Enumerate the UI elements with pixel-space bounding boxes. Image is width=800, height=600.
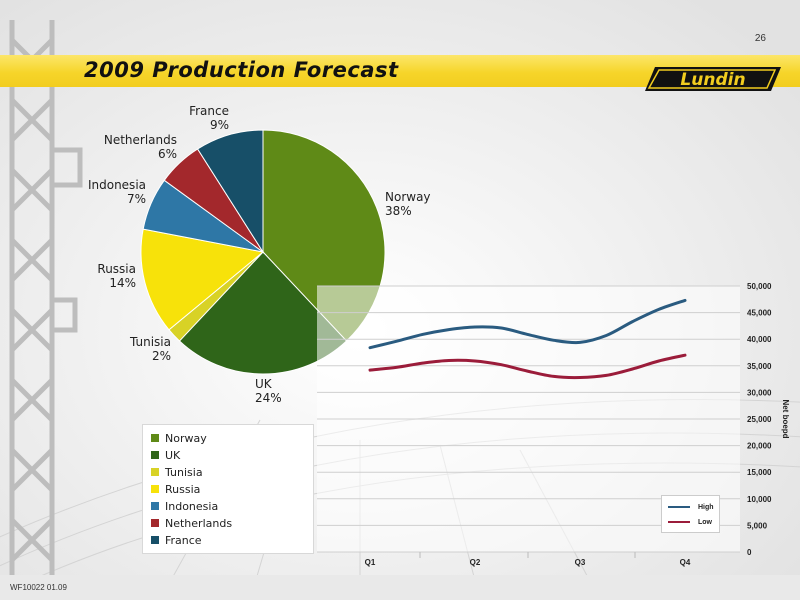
line-legend: High Low (661, 495, 720, 533)
pie-label-name: Netherlands (103, 133, 177, 147)
y-tick-label: 10,000 (747, 495, 772, 504)
pie-label-value: 2% (151, 349, 171, 363)
pie-label-value: 9% (209, 118, 229, 132)
pie-label-value: 24% (255, 391, 282, 405)
pie-slice-russia (140, 228, 265, 331)
legend-item-tunisia: Tunisia (151, 464, 203, 480)
legend-swatch (151, 502, 159, 510)
legend-swatch (151, 519, 159, 527)
y-tick-label: 0 (747, 548, 752, 557)
pie-label-name: France (189, 104, 229, 118)
pie-label-name: Norway (385, 190, 431, 204)
line-legend-label: High (698, 503, 714, 511)
legend-label: Tunisia (165, 465, 203, 479)
y-tick-label: 30,000 (747, 388, 772, 397)
legend-label: Indonesia (165, 499, 219, 513)
y-tick-label: 25,000 (747, 415, 772, 424)
pie-label-uk: UK 24% (255, 377, 282, 405)
y-tick-label: 50,000 (747, 282, 772, 291)
y-tick-label: 40,000 (747, 335, 772, 344)
legend-swatch (151, 468, 159, 476)
pie-label-value: 7% (126, 192, 146, 206)
pie-label-netherlands: Netherlands 6% (104, 133, 177, 161)
x-tick-label: Q3 (575, 558, 586, 567)
legend-swatch (151, 536, 159, 544)
legend-label: Netherlands (165, 516, 233, 530)
pie-slice-france (196, 129, 264, 254)
series-line-low (368, 353, 687, 380)
x-tick-label: Q1 (365, 558, 376, 567)
pie-label-france: France 9% (189, 104, 229, 132)
legend-swatch (151, 434, 159, 442)
legend-item-norway: Norway (151, 430, 207, 446)
y-tick-label: 35,000 (747, 362, 772, 371)
pie-label-russia: Russia 14% (97, 262, 136, 290)
y-tick-label: 45,000 (747, 309, 772, 318)
legend-swatch (151, 485, 159, 493)
line-legend-swatch (668, 521, 690, 523)
legend-item-france: France (151, 532, 202, 548)
pie-legend: Norway UK Tunisia Russia Indonesia Netherland… (142, 424, 314, 554)
legend-item-russia: Russia (151, 481, 200, 497)
page-title: 2009 Production Forecast (84, 58, 399, 82)
page-number: 26 (754, 33, 766, 44)
pie-label-norway: Norway 38% (385, 190, 431, 218)
legend-item-uk: UK (151, 447, 180, 463)
x-tick-label: Q2 (470, 558, 481, 567)
legend-label: Russia (165, 482, 201, 496)
x-tick-label: Q4 (680, 558, 691, 567)
pie-label-tunisia: Tunisia 2% (130, 335, 171, 363)
series-line-high (368, 298, 687, 350)
line-legend-label: Low (698, 518, 712, 526)
pie-label-value: 14% (109, 276, 136, 290)
pie-label-indonesia: Indonesia 7% (88, 178, 146, 206)
y-tick-label: 5,000 (747, 521, 768, 530)
pie-label-name: UK (255, 377, 272, 391)
y-tick-label: 15,000 (747, 468, 772, 477)
pie-label-value: 6% (157, 147, 177, 161)
pie-label-name: Indonesia (87, 178, 146, 192)
pie-label-value: 38% (385, 204, 412, 218)
line-legend-item-low: Low (668, 516, 712, 528)
legend-swatch (151, 451, 159, 459)
y-tick-label: 20,000 (747, 442, 772, 451)
pie-label-name: Tunisia (130, 335, 171, 349)
legend-label: France (165, 533, 202, 547)
footer-code: WF10022 01.09 (10, 583, 67, 592)
legend-item-indonesia: Indonesia (151, 498, 218, 514)
pie-label-name: Russia (97, 262, 136, 276)
line-legend-item-high: High (668, 501, 714, 513)
legend-item-netherlands: Netherlands (151, 515, 232, 531)
legend-label: Norway (165, 431, 207, 445)
line-legend-swatch (668, 506, 690, 508)
y-axis-label: Net boepd (781, 399, 790, 438)
svg-text:Lundin: Lundin (680, 70, 745, 90)
legend-label: UK (165, 448, 181, 462)
lundin-logo: Lundin (645, 67, 781, 91)
